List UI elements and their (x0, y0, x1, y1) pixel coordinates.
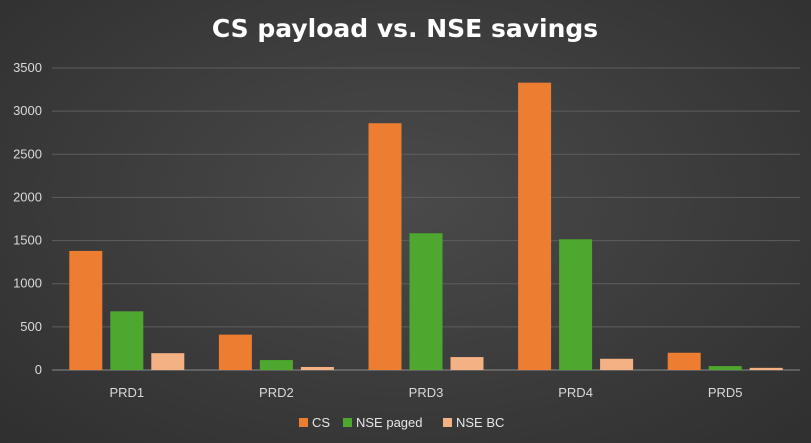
bar-nse-paged-prd4 (559, 239, 593, 370)
bar-nse-bc-prd1 (151, 353, 185, 370)
y-tick-label: 500 (20, 319, 42, 334)
bar-nse-bc-prd3 (450, 357, 484, 370)
y-axis-ticks: 0 500 1000 1500 2000 2500 3000 3500 (13, 60, 42, 377)
bar-cs-prd5 (667, 352, 701, 370)
legend: CS NSE paged NSE BC (299, 415, 504, 430)
y-tick-label: 1500 (13, 233, 42, 248)
y-tick-label: 2000 (13, 189, 42, 204)
y-tick-label: 0 (35, 362, 42, 377)
x-axis-ticks: PRD1 PRD2 PRD3 PRD4 PRD5 (109, 385, 742, 400)
bar-cs-prd3 (368, 123, 402, 370)
bar-cs-prd2 (218, 334, 252, 370)
bar-cs-prd4 (518, 82, 552, 370)
legend-swatch (343, 418, 352, 427)
legend-label: NSE BC (456, 415, 504, 430)
x-tick-label: PRD1 (109, 385, 144, 400)
y-tick-label: 3000 (13, 103, 42, 118)
bar-nse-bc-prd2 (300, 366, 334, 370)
legend-swatch (443, 418, 452, 427)
legend-label: CS (312, 415, 330, 430)
x-tick-label: PRD2 (259, 385, 294, 400)
chart-title: CS payload vs. NSE savings (212, 14, 598, 43)
bar-nse-paged-prd2 (259, 360, 293, 370)
bar-cs-prd1 (69, 250, 103, 370)
bar-nse-paged-prd3 (409, 233, 443, 370)
legend-swatch (299, 418, 308, 427)
bar-nse-bc-prd5 (749, 367, 783, 370)
y-tick-label: 3500 (13, 60, 42, 75)
bar-nse-paged-prd5 (708, 366, 742, 370)
bars (69, 82, 783, 370)
y-tick-label: 1000 (13, 276, 42, 291)
y-tick-label: 2500 (13, 146, 42, 161)
x-tick-label: PRD5 (708, 385, 743, 400)
x-tick-label: PRD4 (558, 385, 593, 400)
bar-nse-bc-prd4 (600, 358, 634, 370)
legend-label: NSE paged (356, 415, 423, 430)
bar-nse-paged-prd1 (110, 311, 144, 370)
x-tick-label: PRD3 (409, 385, 444, 400)
